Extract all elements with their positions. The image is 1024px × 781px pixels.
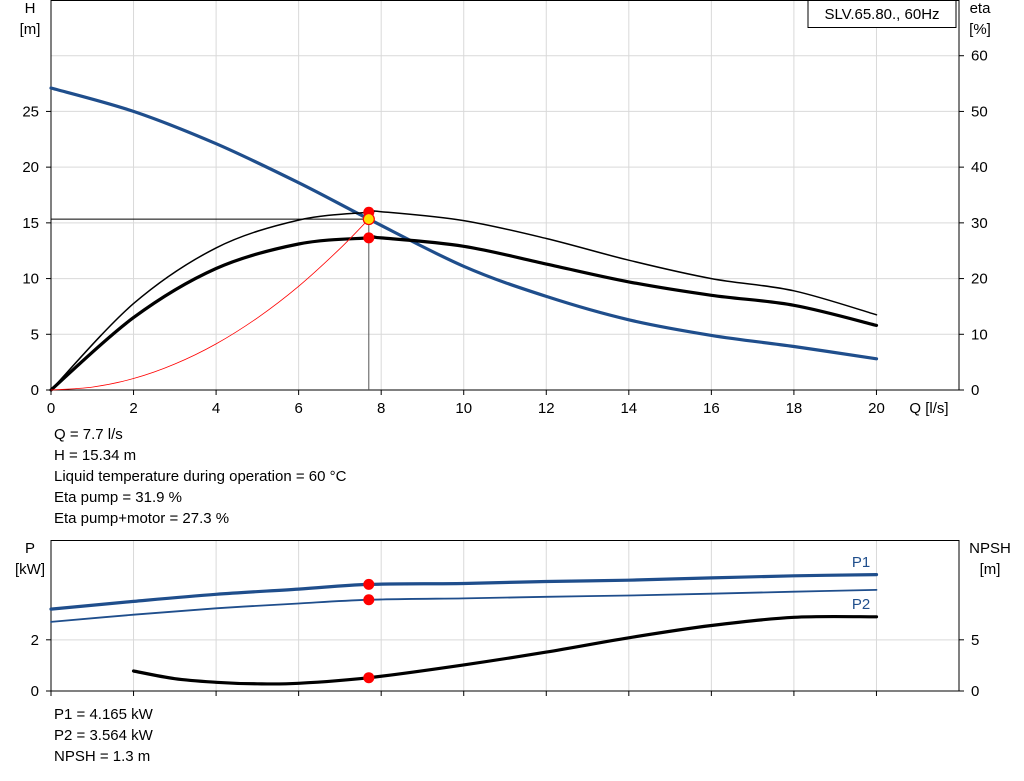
curve-head xyxy=(49,86,879,361)
y-right-tick-label: 20 xyxy=(971,271,988,288)
y-right-tick-label: 30 xyxy=(971,215,988,232)
y-left-axis-unit: [kW] xyxy=(15,561,45,578)
readout-head: H = 15.34 m xyxy=(54,447,137,464)
operating-point-readout: Q = 7.7 l/s H = 15.34 m Liquid temperatu… xyxy=(54,424,346,529)
x-tick-label: 12 xyxy=(538,400,555,417)
curve-p2 xyxy=(50,589,878,623)
x-tick-label: 8 xyxy=(377,400,385,417)
readout-p2: P2 = 3.564 kW xyxy=(54,727,153,744)
operating-point-npsh-marker xyxy=(363,672,375,684)
x-tick-label: 2 xyxy=(129,400,137,417)
y-left-axis-label: H xyxy=(25,0,36,17)
x-tick-label: 4 xyxy=(212,400,220,417)
y-left-tick-label: 15 xyxy=(22,215,39,232)
x-tick-label: 20 xyxy=(868,400,885,417)
y-left-tick-label: 2 xyxy=(31,632,39,649)
y-left-tick-label: 20 xyxy=(22,159,39,176)
readout-npsh: NPSH = 1.3 m xyxy=(54,748,151,765)
x-tick-label: 6 xyxy=(294,400,302,417)
readout-p1: P1 = 4.165 kW xyxy=(54,706,153,723)
x-axis-label: Q [l/s] xyxy=(909,400,948,417)
series-label-p2: P2 xyxy=(852,596,870,613)
y-right-tick-label: 5 xyxy=(971,632,979,649)
readout-flow: Q = 7.7 l/s xyxy=(54,426,123,443)
power-npsh-panel: 0 2 0 5 P [kW] NPSH [m] P1 P2 xyxy=(15,540,1011,700)
operating-point-p2-marker xyxy=(363,594,375,606)
curve-system xyxy=(50,218,370,391)
y-left-tick-label: 10 xyxy=(22,271,39,288)
plot-frame xyxy=(50,540,960,692)
y-right-tick-label: 0 xyxy=(971,683,979,700)
y-right-axis-unit: [m] xyxy=(980,561,1001,578)
y-left-axis-unit: [m] xyxy=(20,21,41,38)
y-left-tick-label: 5 xyxy=(31,326,39,343)
y-right-axis-label: NPSH xyxy=(969,540,1011,557)
y-left-tick-label: 25 xyxy=(22,103,39,120)
head-efficiency-panel: 0 5 10 15 20 25 0 10 20 30 40 50 60 H [m] eta [%] 0 2 4 6 8 10… xyxy=(20,0,992,417)
y-left-tick-label: 0 xyxy=(31,683,39,700)
curve-npsh xyxy=(131,614,879,686)
readout-liquid-temperature: Liquid temperature during operation = 60… xyxy=(54,468,347,485)
operating-point-head-marker xyxy=(362,212,375,226)
x-tick-label: 14 xyxy=(620,400,637,417)
plot-frame xyxy=(50,0,960,391)
power-readout: P1 = 4.165 kW P2 = 3.564 kW NPSH = 1.3 m xyxy=(54,704,153,767)
operating-point-p1-marker xyxy=(363,578,375,590)
y-right-tick-label: 0 xyxy=(971,382,979,399)
curve-p1 xyxy=(49,573,879,611)
readout-eta-pump-motor: Eta pump+motor = 27.3 % xyxy=(54,510,230,527)
y-right-tick-label: 10 xyxy=(971,326,988,343)
operating-point-eta-total-marker xyxy=(363,232,375,244)
readout-eta-pump: Eta pump = 31.9 % xyxy=(54,489,182,506)
y-right-axis-unit: [%] xyxy=(969,21,991,38)
legend-box xyxy=(807,0,957,28)
y-left-tick-label: 0 xyxy=(31,382,39,399)
x-tick-label: 16 xyxy=(703,400,720,417)
y-right-tick-label: 40 xyxy=(971,159,988,176)
series-label-p1: P1 xyxy=(852,554,870,571)
y-left-axis-label: P xyxy=(25,540,35,557)
legend-box-label: SLV.65.80., 60Hz xyxy=(824,6,939,23)
x-tick-label: 10 xyxy=(455,400,472,417)
x-tick-label: 18 xyxy=(786,400,803,417)
x-tick-label: 0 xyxy=(47,400,55,417)
y-right-tick-label: 50 xyxy=(971,103,988,120)
curve-eta-total xyxy=(49,235,879,392)
curve-eta-pump xyxy=(50,210,878,391)
y-right-tick-label: 60 xyxy=(971,48,988,65)
y-right-axis-label: eta xyxy=(970,0,992,17)
